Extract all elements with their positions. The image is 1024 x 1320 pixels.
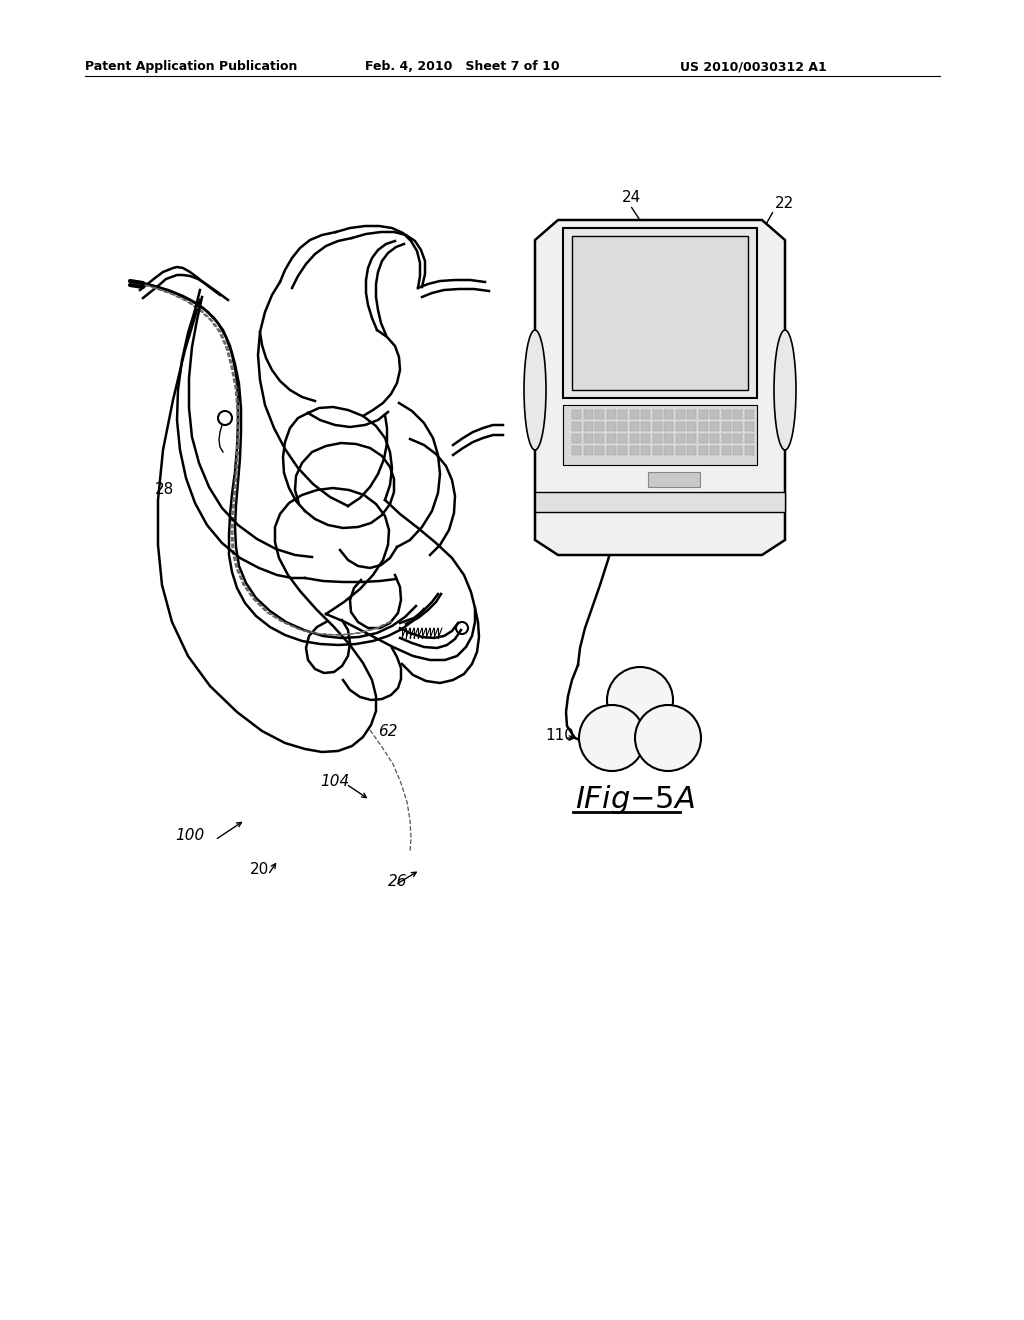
- Polygon shape: [676, 446, 684, 455]
- Polygon shape: [563, 405, 757, 465]
- Circle shape: [635, 705, 701, 771]
- Polygon shape: [710, 411, 719, 418]
- Polygon shape: [584, 434, 593, 444]
- Polygon shape: [563, 228, 757, 399]
- Polygon shape: [572, 446, 581, 455]
- Polygon shape: [676, 411, 684, 418]
- Text: 100: 100: [175, 828, 204, 842]
- Polygon shape: [572, 236, 748, 389]
- Polygon shape: [572, 434, 581, 444]
- Polygon shape: [648, 473, 700, 487]
- Text: 120: 120: [545, 479, 574, 495]
- Polygon shape: [698, 434, 708, 444]
- Polygon shape: [641, 411, 650, 418]
- Polygon shape: [535, 492, 785, 512]
- Text: 26': 26': [695, 310, 719, 326]
- Polygon shape: [595, 446, 604, 455]
- Polygon shape: [733, 446, 742, 455]
- Polygon shape: [698, 446, 708, 455]
- Text: US 2010/0030312 A1: US 2010/0030312 A1: [680, 59, 826, 73]
- Polygon shape: [618, 411, 627, 418]
- Polygon shape: [698, 411, 708, 418]
- Polygon shape: [664, 434, 673, 444]
- Polygon shape: [641, 434, 650, 444]
- Polygon shape: [535, 220, 785, 554]
- Polygon shape: [652, 434, 662, 444]
- Polygon shape: [641, 422, 650, 432]
- Polygon shape: [630, 434, 639, 444]
- Polygon shape: [733, 434, 742, 444]
- Polygon shape: [710, 422, 719, 432]
- Polygon shape: [698, 422, 708, 432]
- Circle shape: [579, 705, 645, 771]
- Polygon shape: [618, 422, 627, 432]
- Polygon shape: [641, 446, 650, 455]
- Polygon shape: [744, 446, 754, 455]
- Polygon shape: [733, 422, 742, 432]
- Text: $\mathit{IFig}$$-5A$: $\mathit{IFig}$$-5A$: [575, 784, 695, 817]
- Polygon shape: [595, 434, 604, 444]
- Text: Feb. 4, 2010   Sheet 7 of 10: Feb. 4, 2010 Sheet 7 of 10: [365, 59, 560, 73]
- Polygon shape: [595, 411, 604, 418]
- Polygon shape: [687, 411, 696, 418]
- Polygon shape: [606, 422, 615, 432]
- Text: 24: 24: [622, 190, 641, 206]
- Polygon shape: [687, 434, 696, 444]
- Text: 104: 104: [319, 775, 349, 789]
- Polygon shape: [630, 446, 639, 455]
- Text: 22: 22: [775, 197, 795, 211]
- Polygon shape: [630, 411, 639, 418]
- Polygon shape: [744, 411, 754, 418]
- Polygon shape: [676, 434, 684, 444]
- Polygon shape: [664, 422, 673, 432]
- Polygon shape: [630, 422, 639, 432]
- Circle shape: [607, 667, 673, 733]
- Polygon shape: [618, 446, 627, 455]
- Polygon shape: [584, 411, 593, 418]
- Polygon shape: [676, 422, 684, 432]
- Polygon shape: [652, 411, 662, 418]
- Text: 28: 28: [155, 483, 174, 498]
- Polygon shape: [584, 446, 593, 455]
- Polygon shape: [722, 434, 730, 444]
- Ellipse shape: [524, 330, 546, 450]
- Text: 62: 62: [378, 725, 397, 739]
- Text: 100': 100': [535, 355, 568, 370]
- Polygon shape: [606, 446, 615, 455]
- Polygon shape: [710, 446, 719, 455]
- Polygon shape: [595, 422, 604, 432]
- Polygon shape: [722, 446, 730, 455]
- Polygon shape: [687, 446, 696, 455]
- Polygon shape: [606, 411, 615, 418]
- Polygon shape: [744, 422, 754, 432]
- Polygon shape: [733, 411, 742, 418]
- Polygon shape: [572, 411, 581, 418]
- Polygon shape: [664, 411, 673, 418]
- Polygon shape: [572, 422, 581, 432]
- Polygon shape: [744, 434, 754, 444]
- Text: 28': 28': [534, 277, 557, 293]
- Polygon shape: [606, 434, 615, 444]
- Circle shape: [218, 411, 232, 425]
- Polygon shape: [618, 434, 627, 444]
- Polygon shape: [664, 446, 673, 455]
- Text: 110: 110: [545, 727, 573, 742]
- Polygon shape: [584, 422, 593, 432]
- Polygon shape: [687, 422, 696, 432]
- Text: Patent Application Publication: Patent Application Publication: [85, 59, 297, 73]
- Polygon shape: [722, 411, 730, 418]
- Text: 20: 20: [250, 862, 269, 878]
- Text: 122: 122: [650, 503, 679, 517]
- Ellipse shape: [774, 330, 796, 450]
- Polygon shape: [722, 422, 730, 432]
- Polygon shape: [710, 434, 719, 444]
- Polygon shape: [652, 422, 662, 432]
- Text: 26: 26: [388, 874, 408, 890]
- Polygon shape: [652, 446, 662, 455]
